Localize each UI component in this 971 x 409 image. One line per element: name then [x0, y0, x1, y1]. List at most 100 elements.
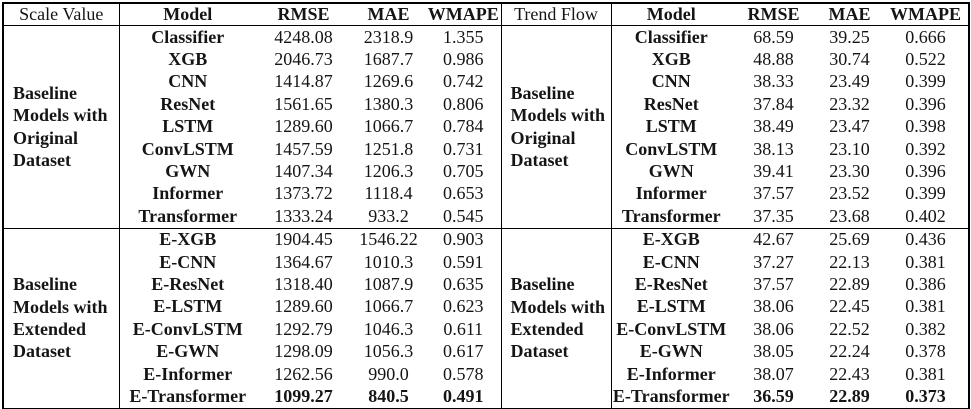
mae-value-cell: 39.25 [829, 26, 870, 47]
wmape-value-cell: 0.617 [443, 341, 484, 362]
wmape-value-cell: 0.705 [443, 161, 484, 182]
mae-value-cell: 23.30 [829, 161, 870, 182]
mae-value-cell: 933.2 [368, 205, 409, 226]
rmse-value-cell: 4248.08 [274, 26, 333, 47]
row-group-label-line: Extended [13, 319, 87, 340]
wmape-value-cell: 0.986 [443, 49, 484, 70]
row-group-label-line: Extended [510, 319, 584, 340]
mae-value-cell: 23.32 [829, 93, 870, 114]
table-body: Baseline Models with Original Dataset Classi… [3, 25, 969, 409]
mae-value-cell: 30.74 [829, 49, 870, 70]
mae-value-cell: 23.68 [829, 205, 870, 226]
table-row: CNN 1414.87 1269.6 0.742 CNN 38.33 23.49 0.399 [3, 71, 969, 93]
row-group-label-line: Dataset [510, 341, 569, 362]
table-row: ResNet 1561.65 1380.3 0.806 ResNet 37.84 23.32… [3, 93, 969, 115]
wmape-value-cell: 0.666 [905, 26, 946, 47]
rmse-value-cell: 38.06 [753, 318, 794, 339]
mae-value-cell: 23.52 [829, 183, 870, 204]
rmse-value-cell: 1373.72 [274, 183, 333, 204]
rmse-value-cell: 38.49 [753, 116, 794, 137]
wmape-value-cell: 0.623 [443, 296, 484, 317]
wmape-value-cell: 0.784 [443, 116, 484, 137]
mae-value-cell: 1206.3 [363, 161, 414, 182]
col-header-mae-left: MAE [351, 3, 426, 26]
col-header-wmape-left: WMAPE [426, 3, 501, 26]
rmse-value-cell: 1289.60 [274, 296, 333, 317]
col-header-rmse-left: RMSE [256, 3, 351, 26]
wmape-value-cell: 0.578 [443, 363, 484, 384]
model-name-cell: E-XGB [611, 227, 731, 251]
mae-value-cell: 1010.3 [363, 251, 414, 272]
model-name-cell: E-CNN [642, 251, 700, 272]
table-row: E-ResNet 1318.40 1087.9 0.635 E-ResNet 37.57 2… [3, 273, 969, 295]
col-header-mae-right: MAE [816, 3, 883, 26]
model-name-cell: E-XGB [119, 227, 256, 251]
model-name-cell: LSTM [162, 116, 214, 137]
rmse-value-cell: 1298.09 [274, 341, 333, 362]
table-row: Transformer 1333.24 933.2 0.545 Transformer 3… [3, 205, 969, 228]
col-header-model-right: Model [611, 3, 731, 26]
mae-value-cell: 1251.8 [363, 138, 414, 159]
wmape-value-cell: 0.381 [905, 363, 946, 384]
wmape-value-cell: 0.436 [883, 227, 969, 251]
model-name-cell: ConvLSTM [141, 138, 234, 159]
wmape-value-cell: 0.373 [905, 385, 946, 406]
corner-header-trend-flow: Trend Flow [500, 3, 612, 26]
model-name-cell: Classifier [634, 26, 708, 47]
rmse-value-cell: 37.35 [753, 205, 794, 226]
model-name-cell: XGB [168, 49, 208, 70]
mae-value-cell: 1546.22 [351, 227, 426, 251]
row-group-label: Baseline Models with Original Dataset [500, 25, 612, 229]
wmape-value-cell: 0.396 [905, 93, 946, 114]
wmape-value-cell: 0.386 [905, 273, 946, 294]
model-name-cell: E-ResNet [151, 273, 225, 294]
model-name-cell: E-GWN [639, 341, 703, 362]
rmse-value-cell: 37.27 [753, 251, 794, 272]
model-name-cell: Transformer [138, 205, 238, 226]
col-header-model-left: Model [119, 3, 256, 26]
mae-value-cell: 22.24 [829, 341, 870, 362]
rmse-value-cell: 48.88 [753, 49, 794, 70]
wmape-value-cell: 0.392 [905, 138, 946, 159]
rmse-value-cell: 1333.24 [274, 205, 333, 226]
model-name-cell: Informer [152, 183, 224, 204]
rmse-value-cell: 1561.65 [274, 93, 333, 114]
rmse-value-cell: 37.57 [753, 183, 794, 204]
mae-value-cell: 1269.6 [363, 71, 414, 92]
mae-value-cell: 1066.7 [363, 296, 414, 317]
row-group-label-line: Dataset [13, 341, 71, 362]
rmse-value-cell: 38.33 [753, 71, 794, 92]
table-row: E-Transformer 1099.27 840.5 0.491 E-Transfor… [3, 385, 969, 408]
row-group-label-line: Models with [510, 105, 606, 126]
model-name-cell: E-Informer [143, 363, 233, 384]
model-name-cell: ConvLSTM [625, 138, 718, 159]
model-name-cell: E-ResNet [634, 273, 708, 294]
model-name-cell: Informer [635, 183, 707, 204]
wmape-value-cell: 0.399 [905, 71, 946, 92]
model-name-cell: GWN [648, 161, 694, 182]
model-name-cell: E-LSTM [153, 296, 223, 317]
mae-value-cell: 1118.4 [364, 183, 413, 204]
wmape-value-cell: 0.611 [443, 318, 484, 339]
model-name-cell: E-ConvLSTM [132, 318, 243, 339]
rmse-value-cell: 42.67 [731, 227, 816, 251]
mae-value-cell: 22.89 [829, 385, 870, 406]
mae-value-cell: 840.5 [368, 385, 409, 406]
rmse-value-cell: 38.06 [753, 296, 794, 317]
rmse-value-cell: 37.84 [753, 93, 794, 114]
rmse-value-cell: 1414.87 [274, 71, 333, 92]
mae-value-cell: 25.69 [816, 227, 883, 251]
row-group-label: Baseline Models with Original Dataset [3, 25, 120, 229]
model-name-cell: E-Informer [626, 363, 716, 384]
col-header-rmse-right: RMSE [731, 3, 816, 26]
table-row: GWN 1407.34 1206.3 0.705 GWN 39.41 23.30 0.396 [3, 160, 969, 182]
mae-value-cell: 22.13 [829, 251, 870, 272]
row-group-label-line: Baseline [13, 274, 78, 295]
wmape-value-cell: 0.522 [905, 49, 946, 70]
mae-value-cell: 1046.3 [363, 318, 414, 339]
rmse-value-cell: 1262.56 [274, 363, 333, 384]
model-name-cell: CNN [651, 71, 691, 92]
rmse-value-cell: 37.57 [753, 273, 794, 294]
